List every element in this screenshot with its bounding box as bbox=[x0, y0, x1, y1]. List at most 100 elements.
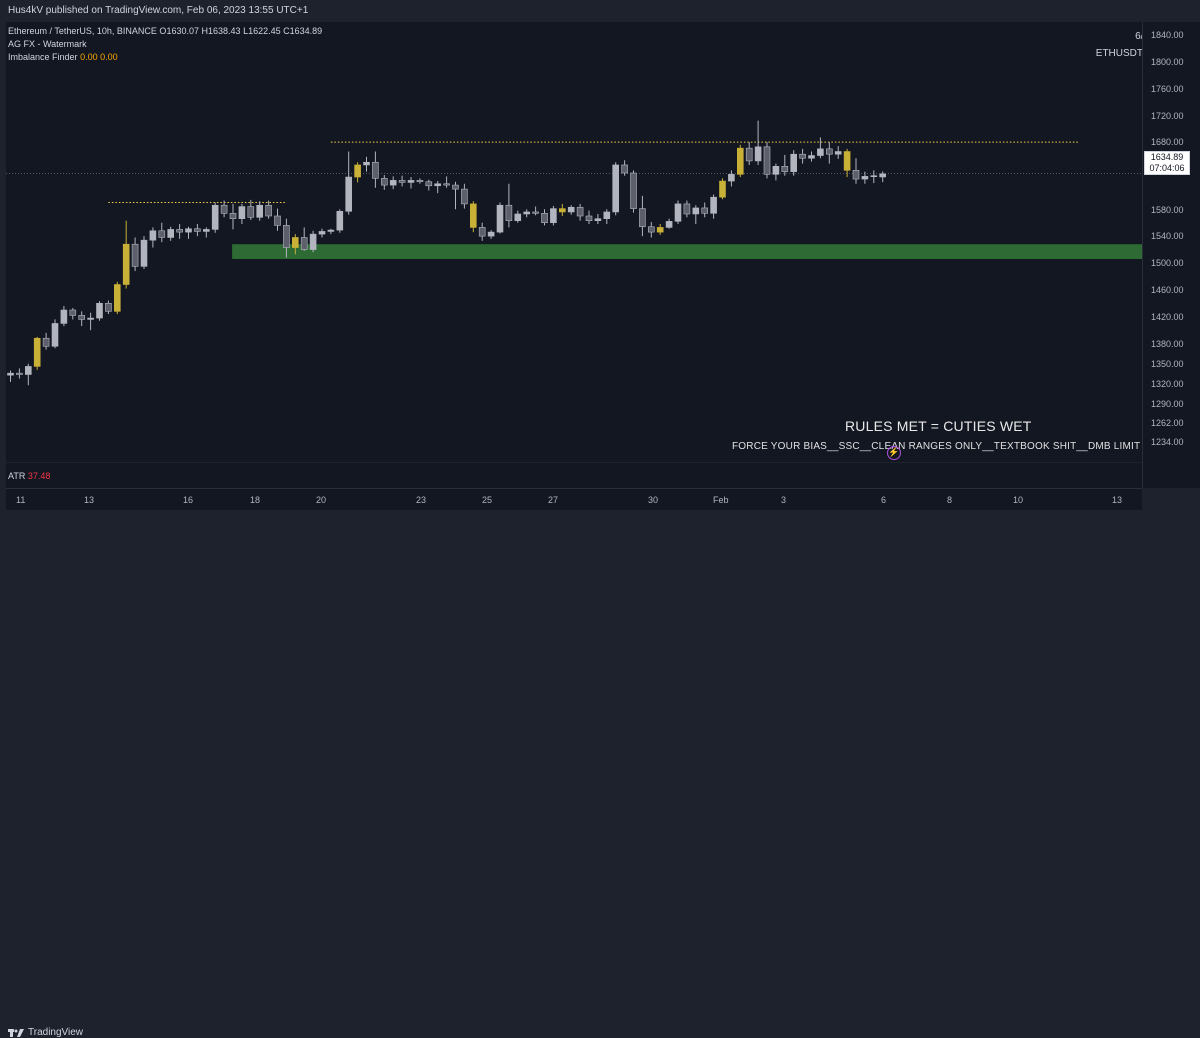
candle bbox=[122, 220, 130, 289]
candle-body bbox=[665, 221, 673, 228]
candle bbox=[612, 162, 620, 216]
candle-body bbox=[434, 183, 442, 187]
time-axis[interactable]: 11 13 16 18 20 23 25 27 30 Feb 3 6 8 10 13 bbox=[6, 488, 1142, 511]
candle-body bbox=[550, 208, 557, 224]
candle-body bbox=[514, 213, 522, 221]
candle bbox=[701, 202, 709, 218]
candle-body bbox=[469, 203, 477, 228]
low-value: 1622.45 bbox=[248, 26, 281, 36]
candle-body bbox=[692, 207, 700, 215]
candle-body bbox=[585, 215, 593, 221]
x-tick-label: 18 bbox=[250, 495, 261, 505]
candle bbox=[229, 203, 237, 230]
candle bbox=[211, 202, 219, 233]
candle bbox=[16, 368, 23, 379]
indicator-imbalance-value-1: 0.00 bbox=[80, 52, 98, 62]
tradingview-brand: TradingView bbox=[28, 1027, 84, 1038]
open-label: O bbox=[159, 26, 167, 36]
indicator-watermark-name: AG FX - Watermark bbox=[8, 39, 87, 49]
y-tick-label: 1720.00 bbox=[1151, 110, 1184, 121]
candle-body bbox=[220, 204, 228, 214]
candle-body bbox=[558, 208, 566, 213]
y-tick-label: 1580.00 bbox=[1151, 204, 1184, 215]
candle bbox=[327, 228, 335, 235]
lightning-icon[interactable]: ⚡ bbox=[887, 446, 901, 460]
y-tick-label: 1680.00 bbox=[1151, 137, 1184, 148]
candle-body bbox=[131, 243, 139, 267]
candle bbox=[728, 170, 735, 187]
candle bbox=[505, 183, 513, 228]
candle-body bbox=[24, 366, 32, 375]
candle bbox=[149, 227, 157, 248]
x-tick-label: 16 bbox=[183, 495, 194, 505]
candle-body bbox=[158, 230, 166, 238]
candle bbox=[194, 224, 201, 237]
candle bbox=[799, 148, 806, 164]
publisher-line: Hus4kV published on TradingView.com, Feb… bbox=[8, 5, 309, 16]
candle-body bbox=[336, 210, 344, 231]
candle-body bbox=[808, 155, 815, 159]
candle bbox=[461, 183, 468, 209]
candle-body bbox=[478, 227, 486, 237]
candle-body bbox=[736, 147, 744, 175]
candle-body bbox=[443, 183, 450, 186]
candle bbox=[558, 203, 566, 216]
candle bbox=[763, 142, 771, 179]
candle bbox=[639, 195, 646, 237]
tradingview-logo[interactable]: TradingView bbox=[8, 1027, 83, 1038]
candlestick-chart[interactable]: 10h bbox=[6, 22, 1142, 462]
candle bbox=[576, 203, 584, 221]
candle-body bbox=[274, 215, 281, 226]
x-tick-label: 23 bbox=[416, 495, 427, 505]
candle-body bbox=[630, 172, 637, 209]
candle bbox=[318, 228, 326, 238]
open-value: 1630.07 bbox=[166, 26, 199, 36]
atr-label: ATR bbox=[8, 471, 26, 481]
candle-body bbox=[843, 151, 851, 171]
candle bbox=[523, 209, 531, 218]
candle bbox=[372, 151, 379, 188]
y-tick-label: 1420.00 bbox=[1151, 312, 1184, 323]
candle-body bbox=[140, 239, 148, 267]
candle-body bbox=[42, 337, 50, 347]
atr-pane[interactable] bbox=[6, 463, 1142, 488]
candle bbox=[291, 234, 299, 255]
candle-body bbox=[69, 309, 77, 316]
x-tick-label: 10 bbox=[1013, 495, 1024, 505]
candle-body bbox=[318, 231, 326, 235]
candle-body bbox=[247, 206, 255, 218]
atr-value: 37.48 bbox=[27, 471, 51, 481]
indicator-legend-imbalance[interactable]: Imbalance Finder 0.00 0.00 bbox=[8, 52, 118, 62]
candle bbox=[336, 209, 344, 233]
symbol-legend: Ethereum / TetherUS, 10h, BINANCE O1630.… bbox=[8, 26, 322, 36]
candle-body bbox=[363, 161, 370, 166]
candle bbox=[283, 218, 290, 258]
candle-body bbox=[728, 174, 735, 182]
candle bbox=[790, 150, 798, 176]
y-tick-label: 1460.00 bbox=[1151, 285, 1184, 296]
price-axis[interactable]: 1840.001800.001760.001720.001680.001640.… bbox=[1142, 22, 1200, 488]
symbol-name: Ethereum / TetherUS, 10h, BINANCE bbox=[8, 26, 157, 36]
candle-body bbox=[354, 164, 361, 178]
candle bbox=[33, 336, 41, 370]
candle bbox=[51, 319, 59, 349]
candle-body bbox=[496, 204, 504, 233]
candle bbox=[398, 175, 406, 187]
candle bbox=[656, 224, 664, 235]
candle-body bbox=[576, 206, 584, 217]
candle-body bbox=[612, 164, 620, 213]
candle bbox=[60, 305, 68, 327]
candle-body bbox=[229, 213, 237, 219]
candle-body bbox=[825, 148, 833, 155]
candle-body bbox=[167, 229, 174, 238]
indicator-legend-watermark[interactable]: AG FX - Watermark bbox=[8, 39, 87, 49]
y-tick-label: 1320.00 bbox=[1151, 379, 1184, 390]
candle-body bbox=[870, 175, 878, 177]
candle-body bbox=[7, 372, 14, 376]
x-tick-label: 27 bbox=[548, 495, 559, 505]
candle-body bbox=[817, 148, 824, 156]
candle bbox=[674, 200, 682, 225]
y-tick-label: 1840.00 bbox=[1151, 30, 1184, 40]
footer: TradingView bbox=[0, 510, 1200, 1038]
price-pane[interactable]: 10h bbox=[6, 22, 1142, 462]
